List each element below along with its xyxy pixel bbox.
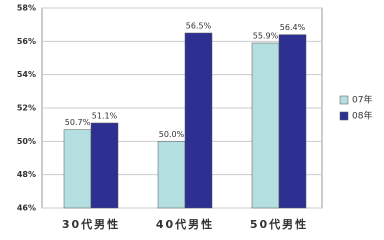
bar [184,32,213,209]
y-tick-label: 52% [17,104,36,113]
value-label: 55.9% [253,32,279,41]
bar [278,34,307,209]
y-tick-label: 48% [17,170,36,179]
value-label: 56.5% [186,22,212,31]
legend-label: 08年 [352,110,372,122]
y-tick-label: 56% [17,37,36,46]
y-tick-label: 58% [17,4,36,13]
legend-label: 07年 [352,94,372,106]
legend-swatch [339,95,349,105]
value-label: 51.1% [92,112,118,121]
y-tick-label: 50% [17,137,36,146]
value-label: 50.0% [159,130,185,139]
legend-swatch [339,111,349,121]
y-tick-label: 54% [17,70,36,79]
value-label: 50.7% [65,118,91,127]
bar [63,129,92,209]
bar [251,42,280,209]
bar [90,122,119,209]
value-label: 56.4% [280,23,306,32]
x-tick-label: 30代男性 [62,217,120,231]
x-tick-label: 50代男性 [250,217,308,231]
y-tick-label: 46% [17,204,36,213]
x-tick-label: 40代男性 [156,217,214,231]
bar [157,141,186,209]
